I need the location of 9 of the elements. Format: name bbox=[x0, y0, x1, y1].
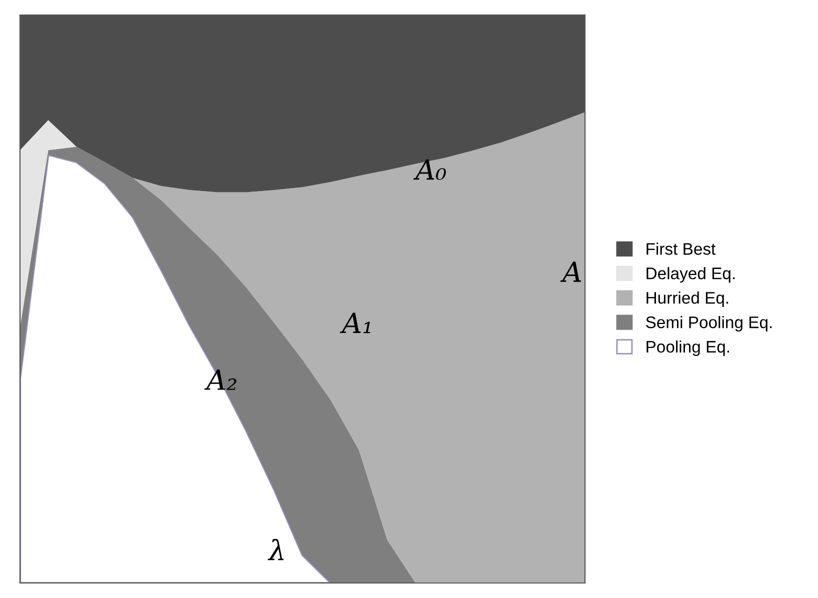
legend-label: Semi Pooling Eq. bbox=[646, 316, 772, 332]
legend-label: First Best bbox=[646, 242, 716, 255]
annotation: A₀ bbox=[413, 159, 446, 180]
legend-label: Pooling Eq. bbox=[646, 340, 730, 356]
annotation: λ bbox=[268, 538, 284, 560]
legend-label: Delayed Eq. bbox=[646, 267, 735, 283]
legend-label: Hurried Eq. bbox=[646, 292, 728, 308]
annotation: A₁ bbox=[340, 312, 370, 334]
annotation: A bbox=[560, 262, 582, 282]
